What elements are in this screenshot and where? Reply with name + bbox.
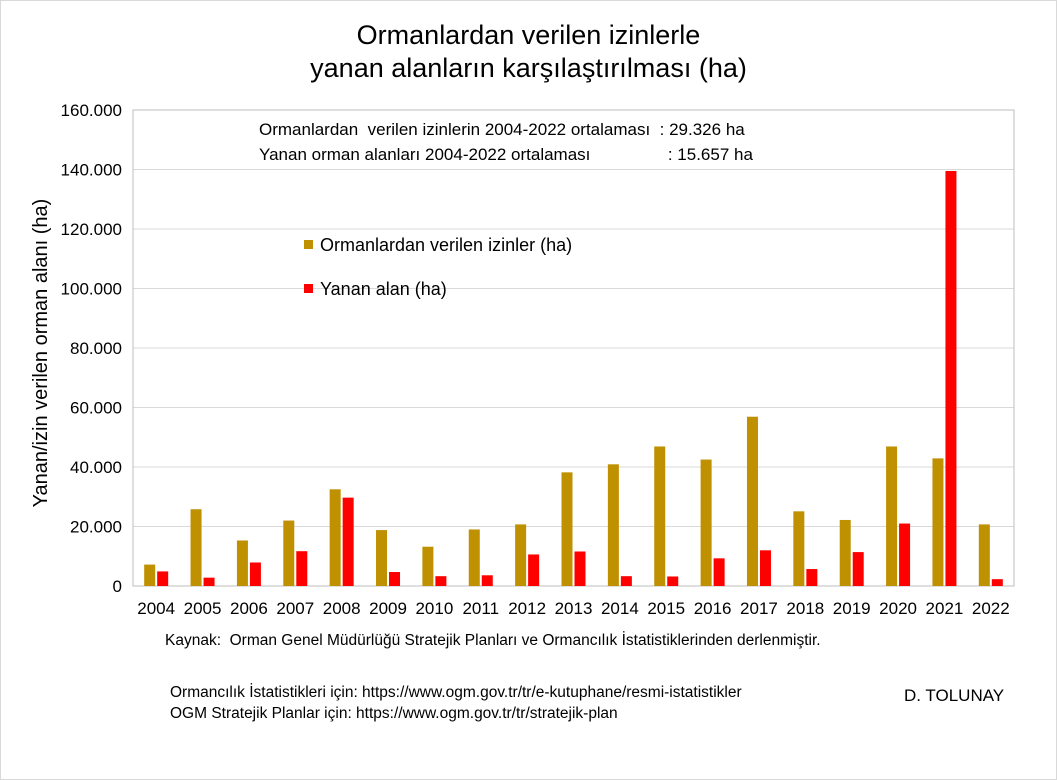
chart-title-line2: yanan alanların karşılaştırılması (ha) (310, 53, 747, 83)
x-tick-label: 2020 (879, 599, 917, 618)
source-link-statistics: Ormancılık İstatistikleri için: https://… (170, 684, 742, 701)
bar-yanan-2017 (759, 550, 771, 586)
x-tick-label: 2016 (694, 599, 732, 618)
bar-izin-2021 (932, 458, 944, 586)
bar-yanan-2007 (296, 551, 308, 586)
y-tick-label: 100.000 (61, 280, 122, 299)
source-note: Kaynak: Orman Genel Müdürlüğü Stratejik … (165, 632, 821, 649)
bar-yanan-2022 (991, 579, 1003, 586)
x-tick-label: 2010 (415, 599, 453, 618)
bar-izin-2010 (422, 546, 434, 586)
x-tick-label: 2006 (230, 599, 268, 618)
bar-izin-2012 (515, 524, 527, 586)
legend-label-izin: Ormanlardan verilen izinler (ha) (320, 235, 572, 255)
bar-izin-2005 (190, 509, 202, 586)
y-tick-label: 20.000 (70, 518, 122, 537)
bar-yanan-2015 (667, 576, 679, 586)
y-tick-label: 60.000 (70, 399, 122, 418)
y-tick-label: 160.000 (61, 101, 122, 120)
bar-yanan-2021 (945, 170, 957, 587)
chart-title-line1: Ormanlardan verilen izinlerle (356, 20, 701, 50)
y-tick-labels: 0 20.000 40.000 60.000 80.000 100.000 120.000 1… (61, 101, 122, 596)
bar-yanan-2005 (203, 577, 215, 586)
bar-izin-2016 (700, 459, 712, 586)
bar-yanan-2009 (389, 572, 401, 586)
bar-yanan-2014 (620, 576, 632, 586)
bar-yanan-2012 (528, 554, 540, 586)
author-credit: D. TOLUNAY (904, 686, 1005, 705)
bar-izin-2008 (329, 489, 341, 586)
bar-izin-2015 (654, 446, 666, 586)
x-tick-label: 2007 (276, 599, 314, 618)
y-tick-label: 140.000 (61, 161, 122, 180)
x-tick-label: 2011 (462, 599, 499, 618)
x-tick-label: 2004 (137, 599, 175, 618)
bar-izin-2014 (607, 464, 619, 586)
x-tick-label: 2022 (972, 599, 1010, 618)
source-link-strategic-plans: OGM Stratejik Planlar için: https://www.… (170, 705, 618, 722)
bar-izin-2020 (886, 446, 898, 586)
bar-izin-2018 (793, 511, 805, 586)
legend-swatch-yanan (304, 284, 313, 293)
bar-yanan-2018 (806, 569, 818, 586)
legend-swatch-izin (304, 240, 313, 249)
bar-yanan-2020 (899, 523, 911, 586)
bar-yanan-2008 (342, 497, 354, 586)
y-axis-label: Yanan/izin verilen orman alanı (ha) (30, 199, 52, 508)
legend-label-yanan: Yanan alan (ha) (320, 279, 447, 299)
bar-izin-2019 (839, 519, 851, 586)
bar-yanan-2011 (481, 575, 493, 586)
x-tick-label: 2015 (647, 599, 685, 618)
bar-izin-2007 (283, 520, 295, 586)
bar-izin-2006 (236, 540, 248, 586)
bar-izin-2004 (144, 564, 156, 586)
y-tick-label: 40.000 (70, 458, 122, 477)
x-tick-label: 2018 (786, 599, 824, 618)
bar-izin-2011 (468, 529, 480, 586)
x-tick-label: 2005 (184, 599, 222, 618)
y-tick-label: 0 (113, 577, 122, 596)
y-tick-label: 120.000 (61, 220, 122, 239)
bar-yanan-2010 (435, 576, 447, 586)
plot-area-border (132, 109, 1015, 587)
y-tick-label: 80.000 (70, 339, 122, 358)
legend: Ormanlardan verilen izinler (ha) Yanan a… (304, 235, 572, 299)
x-tick-labels: 2004 2005 2006 2007 2008 2009 2010 2011 2012 2013… (137, 599, 1009, 618)
x-tick-label: 2009 (369, 599, 407, 618)
bar-yanan-2004 (157, 571, 169, 586)
x-tick-label: 2019 (833, 599, 871, 618)
bar-izin-2017 (746, 416, 758, 586)
x-tick-label: 2014 (601, 599, 639, 618)
bar-izin-2022 (978, 524, 990, 586)
bar-yanan-2019 (852, 552, 864, 586)
bar-yanan-2006 (249, 562, 261, 586)
bar-yanan-2016 (713, 558, 725, 586)
x-tick-label: 2021 (926, 599, 964, 618)
bars (144, 170, 1003, 587)
average-note-izin: Ormanlardan verilen izinlerin 2004-2022 … (259, 120, 745, 139)
bar-yanan-2013 (574, 551, 586, 586)
x-tick-label: 2008 (323, 599, 361, 618)
average-note-yanan: Yanan orman alanları 2004-2022 ortalamas… (259, 145, 753, 164)
x-tick-label: 2013 (555, 599, 593, 618)
x-tick-label: 2012 (508, 599, 546, 618)
x-tick-label: 2017 (740, 599, 778, 618)
bar-izin-2009 (376, 530, 388, 586)
bar-izin-2013 (561, 472, 573, 586)
gridlines (133, 109, 1014, 527)
